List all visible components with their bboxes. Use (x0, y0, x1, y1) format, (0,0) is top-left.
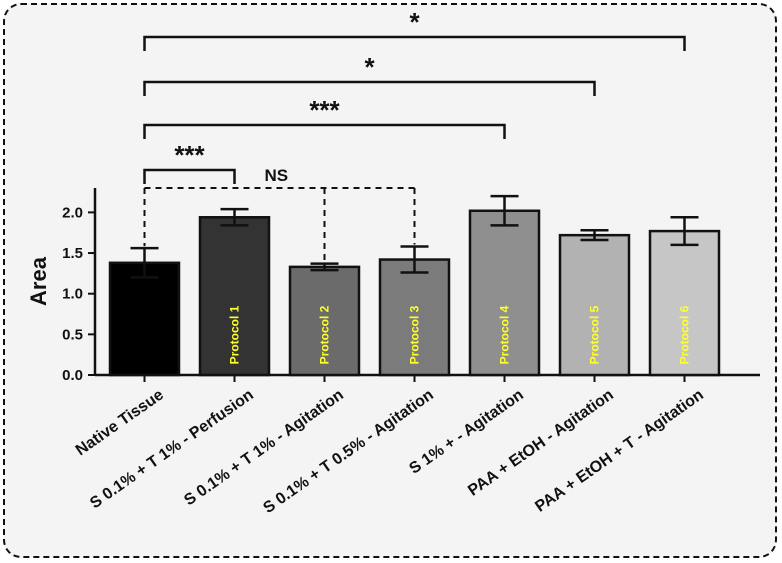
bar-protocol-label: Protocol 2 (318, 305, 332, 364)
bar-protocol-label: Protocol 4 (498, 305, 512, 364)
significance-label: * (409, 7, 420, 37)
y-tick-label: 0.0 (62, 367, 83, 384)
significance-bracket (143, 35, 686, 51)
x-category-label: S 0.1% + T 1% - Agitation (181, 386, 346, 509)
bar (558, 233, 631, 377)
ns-label: NS (265, 166, 289, 185)
significance-bracket (143, 123, 506, 139)
bar-protocol-label: Protocol 6 (678, 305, 692, 364)
bar (108, 261, 181, 377)
x-category-label: Native Tissue (73, 386, 167, 459)
bar-protocol-label: Protocol 1 (228, 305, 242, 364)
significance-label: *** (309, 95, 340, 125)
bar (288, 265, 361, 377)
x-category-label: S 0.1% + T 0.5% - Agitation (260, 386, 436, 517)
bar (198, 216, 271, 377)
x-category-label: PAA + EtOH + T - Agitation (532, 386, 707, 515)
y-tick-label: 1.5 (62, 245, 83, 262)
bar (468, 209, 541, 377)
significance-bracket (143, 168, 236, 184)
bars (108, 194, 721, 377)
bar-protocol-label: Protocol 5 (588, 305, 602, 364)
significance-bracket (143, 80, 596, 96)
bar-protocol-label: Protocol 3 (408, 305, 422, 364)
y-tick-label: 0.5 (62, 326, 83, 343)
y-tick-label: 1.0 (62, 286, 83, 303)
significance-label: * (364, 52, 375, 82)
significance-label: *** (174, 140, 205, 170)
x-category-label: PAA + EtOH - Agitation (465, 386, 617, 499)
x-category-label: S 0.1% + T 1% - Perfusion (87, 386, 257, 512)
y-axis-label: Area (26, 256, 51, 306)
y-tick-label: 2.0 (62, 204, 83, 221)
significance-brackets: ********NS (143, 7, 686, 262)
